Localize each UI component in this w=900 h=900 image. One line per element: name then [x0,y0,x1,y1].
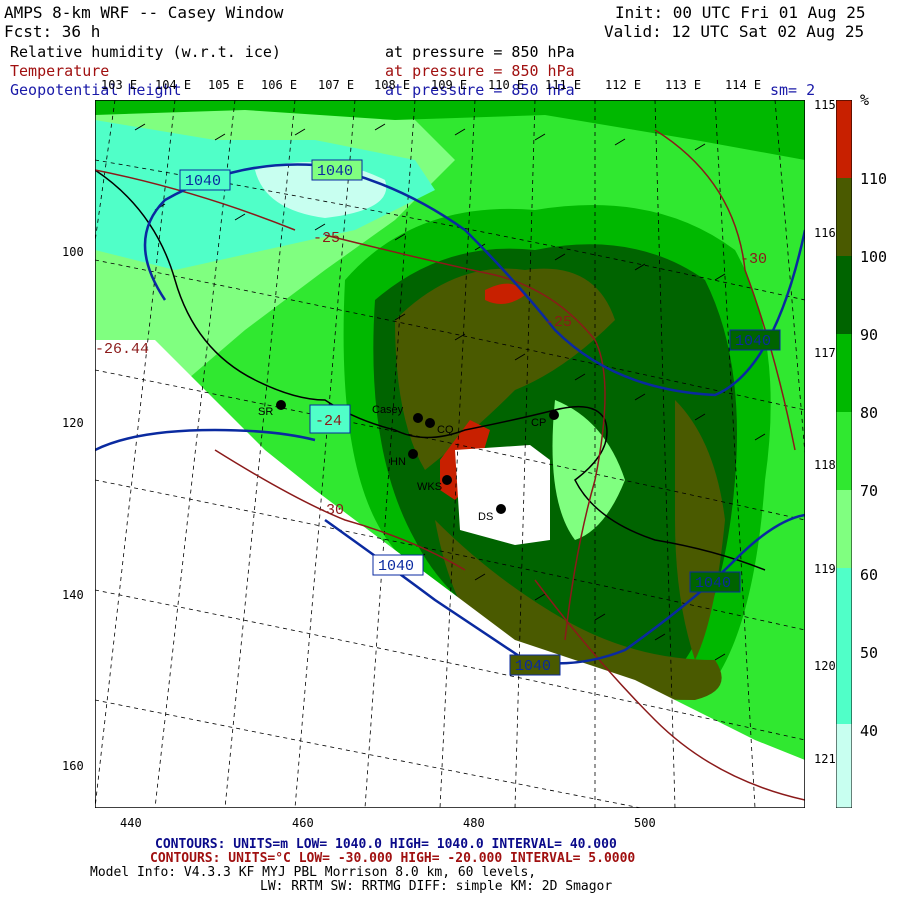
temp-label: -30 [740,251,767,268]
footer-model-info: Model Info: V4.3.3 KF MYJ PBL Morrison 8… [90,865,537,880]
humidity-map: 1040 1040 1040 1040 1040 1040 -25 -25 -3… [95,100,805,808]
rh-field-110 [485,283,525,304]
colorbar-swatch-110 [836,100,852,178]
graticule [95,100,805,808]
station-label: SR [258,406,273,418]
lon-label-top: 112 E [605,78,642,92]
rh-field-100c [675,400,725,660]
station-dot-ds [496,504,506,514]
height-label: 1040 [735,333,771,350]
coastline [95,169,766,571]
height-label: 1040 [317,163,353,180]
ice-interior-gap [455,445,550,545]
footer-temp-contours: CONTOURS: UNITS=°C LOW= -30.000 HIGH= -2… [150,851,636,866]
colorbar-swatch-40 [836,646,852,724]
lon-label-top: 114 E [725,78,762,92]
height-label: 1040 [515,658,551,675]
plot-title: AMPS 8-km WRF -- Casey Window [4,3,284,22]
station-dot-casey [413,413,423,423]
lon-label-top: 108 E [374,78,411,92]
colorbar [836,100,852,808]
smoothing-label: sm= 2 [770,81,816,99]
lon-label-top: 113 E [665,78,702,92]
x-tick: 500 [634,816,656,830]
y-tick: 160 [62,759,84,773]
colorbar-unit: % [860,91,870,109]
colorbar-swatch-100 [836,178,852,256]
station-label: CP [531,417,546,429]
temp-label: -30 [317,502,344,519]
lon-label-top: 106 E [261,78,298,92]
height-label: 1040 [185,173,221,190]
rh-field-80 [95,100,805,160]
station-label: CQ [437,424,454,436]
colorbar-swatch-min [836,724,852,808]
field1-level: at pressure = 850 hPa [385,43,575,61]
height-contours [95,163,805,665]
x-tick: 440 [120,816,142,830]
x-tick: 460 [292,816,314,830]
rh-field-100 [395,268,615,470]
lon-label-top: 111 E [545,78,582,92]
lon-label-top: 103 E [101,78,138,92]
colorbar-swatch-80 [836,334,852,412]
rh-field-60b [552,400,625,540]
y-tick: 100 [62,245,84,259]
colorbar-label: 80 [860,404,879,422]
valid-time: Valid: 12 UTC Sat 02 Aug 25 [604,22,865,41]
temp-label: -25 [313,230,340,247]
lon-label-top: 105 E [208,78,245,92]
temperature-contours [95,129,805,801]
station-dot-hn [408,449,418,459]
station-dot-cq [425,418,435,428]
field2-name: Temperature [10,62,110,80]
colorbar-label: 100 [860,248,888,266]
init-time: Init: 00 UTC Fri 01 Aug 25 [615,3,866,22]
colorbar-swatch-70 [836,412,852,490]
station-dot-wks [442,475,452,485]
height-label: 1040 [695,575,731,592]
footer-physics-info: LW: RRTM SW: RRTMG DIFF: simple KM: 2D S… [260,879,613,894]
y-tick: 140 [62,588,84,602]
station-label: DS [478,511,493,523]
x-tick: 480 [463,816,485,830]
colorbar-swatch-90 [836,256,852,334]
colorbar-label: 40 [860,722,879,740]
station-label: HN [390,456,406,468]
station-dot-sr [276,400,286,410]
field3-name: Geopotential height [10,81,182,99]
y-tick: 120 [62,416,84,430]
colorbar-label: 110 [860,170,888,188]
forecast-hour: Fcst: 36 h [4,22,101,41]
colorbar-label: 50 [860,644,879,662]
field3-level: at pressure = 850 hPa [385,81,575,99]
colorbar-swatch-60 [836,490,852,568]
station-label: Casey [372,404,404,416]
station-label: WKS [417,481,442,493]
temp-label: -25 [545,314,572,331]
colorbar-label: 70 [860,482,879,500]
height-label: 1040 [378,558,414,575]
lon-label-top: 107 E [318,78,355,92]
footer-height-contours: CONTOURS: UNITS=m LOW= 1040.0 HIGH= 1040… [155,837,617,852]
lon-label-top: 110 E [488,78,525,92]
colorbar-label: 90 [860,326,879,344]
lon-label-top: 109 E [431,78,468,92]
lon-label-top: 104 E [155,78,192,92]
field2-level: at pressure = 850 hPa [385,62,575,80]
station-dot-cp [549,410,559,420]
temp-label: -24 [315,413,342,430]
colorbar-label: 60 [860,566,879,584]
colorbar-swatch-50 [836,568,852,646]
field1-name: Relative humidity (w.r.t. ice) [10,43,281,61]
temp-label: -26.44 [95,341,149,358]
